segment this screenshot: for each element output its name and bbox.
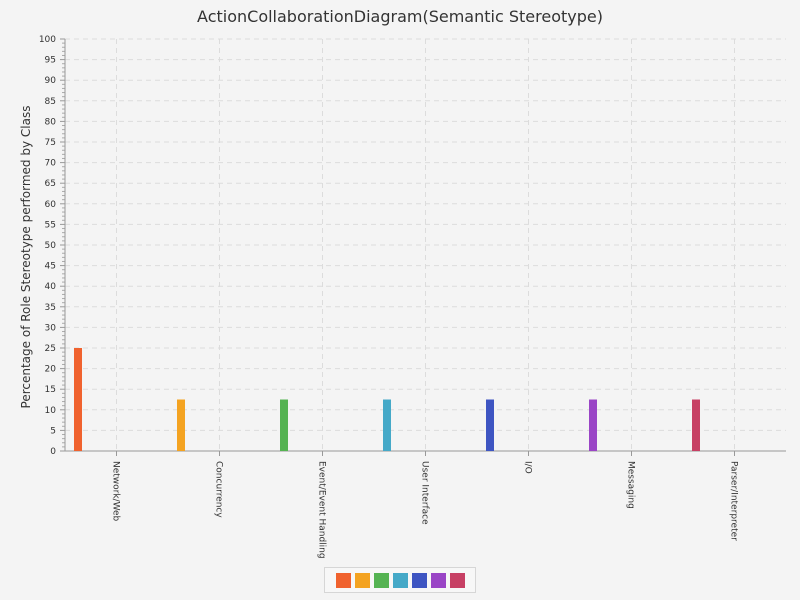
y-tick-label: 30 [45, 323, 57, 333]
legend-swatch [373, 572, 389, 588]
y-tick-label: 0 [50, 447, 56, 457]
legend [324, 567, 476, 593]
y-tick-label: 15 [45, 385, 56, 395]
x-tick-label: Event/Event Handling [317, 461, 327, 559]
y-tick-label: 40 [45, 282, 57, 292]
legend-swatch [430, 572, 446, 588]
x-tick-label: User Interface [420, 461, 430, 525]
y-tick-label: 50 [45, 241, 57, 251]
bar-i-o [486, 399, 494, 451]
legend-swatch [354, 572, 370, 588]
y-tick-label: 25 [45, 344, 56, 354]
bar-network-web [74, 348, 82, 451]
y-tick-label: 80 [45, 117, 57, 127]
x-tick-label: Network/Web [111, 461, 121, 522]
y-tick-label: 35 [45, 303, 56, 313]
legend-swatch [411, 572, 427, 588]
legend-swatch [335, 572, 351, 588]
chart-title: ActionCollaborationDiagram(Semantic Ster… [197, 7, 603, 26]
y-tick-label: 95 [45, 56, 56, 66]
y-tick-label: 85 [45, 97, 56, 107]
y-tick-label: 70 [45, 159, 57, 169]
y-tick-label: 60 [45, 200, 57, 210]
x-tick-label: Messaging [626, 461, 636, 509]
y-tick-label: 55 [45, 220, 56, 230]
bar-messaging [589, 399, 597, 451]
legend-swatch [449, 572, 465, 588]
bar-concurrency [177, 399, 185, 451]
legend-swatch [392, 572, 408, 588]
y-tick-label: 20 [45, 365, 57, 375]
y-axis-label: Percentage of Role Stereotype performed … [19, 106, 33, 409]
y-tick-label: 75 [45, 138, 56, 148]
y-tick-label: 65 [45, 179, 56, 189]
bar-user-interface [383, 399, 391, 451]
x-tick-label: Concurrency [214, 461, 224, 518]
y-tick-label: 5 [50, 426, 56, 436]
label-layer: 0 5 10 15 20 25 30 35 40 45 50 55 60 65 70 75 80 85 90 95 10… [39, 35, 739, 559]
bar-layer [74, 348, 700, 451]
bar-parser-interpreter [692, 399, 700, 451]
x-tick-label: I/O [523, 461, 533, 474]
y-tick-label: 45 [45, 262, 56, 272]
axis-layer [60, 38, 786, 456]
x-tick-label: Parser/Interpreter [729, 461, 739, 541]
grid-layer [65, 38, 786, 452]
y-tick-label: 10 [45, 406, 57, 416]
bar-event-event-handling [280, 399, 288, 451]
y-tick-label: 100 [39, 35, 56, 45]
y-tick-label: 90 [45, 76, 57, 86]
